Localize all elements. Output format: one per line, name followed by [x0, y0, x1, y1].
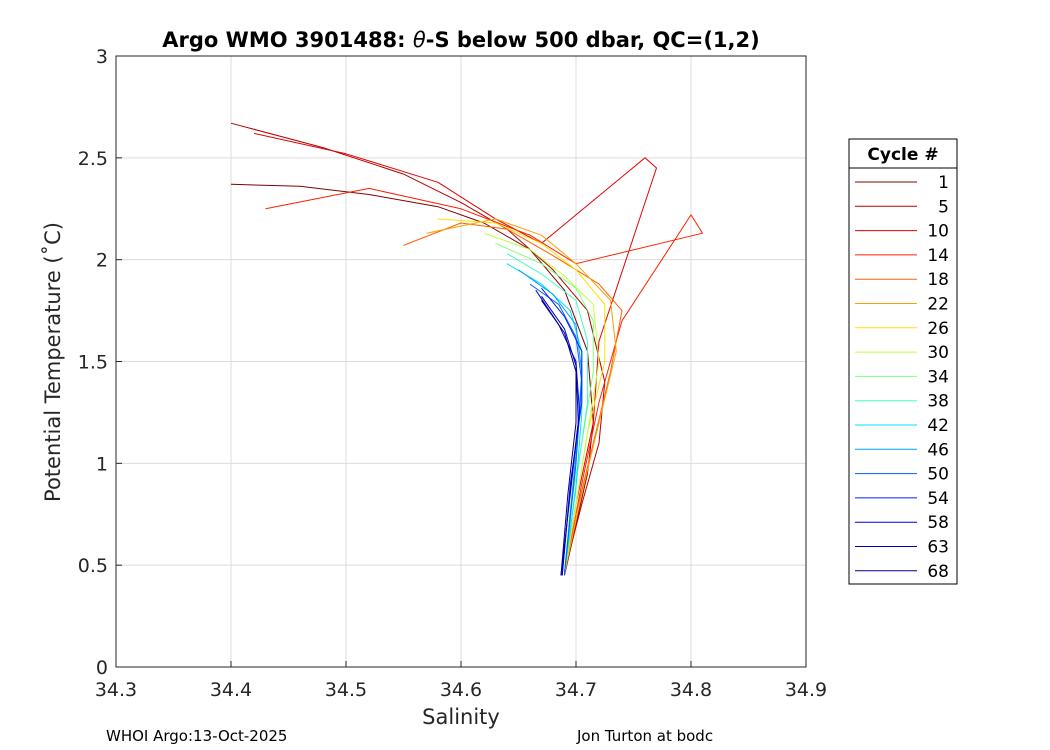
y-tick-label: 0.5 — [78, 555, 108, 577]
legend-label: 1 — [938, 173, 949, 193]
x-tick-label: 34.5 — [325, 679, 367, 701]
legend-label: 58 — [927, 513, 949, 533]
legend-label: 22 — [927, 295, 949, 315]
series-cycle-30 — [483, 232, 600, 574]
legend-label: 54 — [927, 489, 949, 509]
data-series — [230, 122, 703, 576]
legend-label: 30 — [927, 343, 949, 363]
y-tick-label: 0 — [96, 657, 108, 679]
y-tick-label: 2 — [96, 250, 108, 272]
x-tick-label: 34.7 — [555, 679, 597, 701]
chart-title: Argo WMO 3901488: θ-S below 500 dbar, QC… — [162, 28, 759, 52]
legend-label: 46 — [927, 440, 949, 460]
legend-label: 50 — [927, 465, 949, 485]
y-tick-label: 1.5 — [78, 352, 108, 374]
legend-label: 26 — [927, 319, 949, 339]
legend-title: Cycle # — [867, 145, 938, 165]
legend-label: 38 — [927, 392, 949, 412]
series-cycle-50 — [529, 283, 583, 574]
legend-label: 10 — [927, 222, 949, 242]
series-cycle-10 — [253, 132, 657, 572]
legend: Cycle # 1 5 10 14 18 22 26 30 34 38 42 46 50 54 58 63 68 — [848, 138, 958, 585]
y-tick-label: 3 — [96, 46, 108, 68]
legend-label: 14 — [927, 246, 949, 266]
series-cycle-22 — [426, 218, 617, 574]
legend-label: 42 — [927, 416, 949, 436]
legend-label: 18 — [927, 270, 949, 290]
y-axis-label: Potential Temperature (˚C) — [41, 222, 65, 502]
legend-label: 63 — [927, 538, 949, 558]
legend-label: 34 — [927, 367, 949, 387]
legend-label: 5 — [938, 197, 949, 217]
series-cycle-68 — [541, 300, 577, 576]
x-axis-label: Salinity — [422, 705, 500, 729]
axis-ticks: 34.3 34.4 34.5 34.6 34.7 34.8 34.9 0 0.5 1 1.5 2 2.5… — [78, 46, 827, 701]
x-tick-label: 34.8 — [670, 679, 712, 701]
y-tick-label: 1 — [96, 453, 108, 475]
legend-box — [848, 138, 958, 585]
series-cycle-14 — [265, 187, 703, 574]
series-cycle-18 — [403, 222, 623, 574]
legend-entries: 1 5 10 14 18 22 26 30 34 38 42 46 50 54 58 63 68 — [855, 173, 949, 582]
series-cycle-63 — [541, 296, 579, 576]
series-cycle-46 — [518, 269, 583, 574]
footer-left: WHOI Argo:13-Oct-2025 — [106, 727, 287, 745]
series-cycle-5 — [230, 122, 606, 572]
x-tick-label: 34.4 — [210, 679, 252, 701]
legend-label: 68 — [927, 562, 949, 582]
x-tick-label: 34.6 — [440, 679, 482, 701]
footer-right: Jon Turton at bodc — [576, 727, 713, 745]
x-tick-label: 34.3 — [95, 679, 137, 701]
series-cycle-1 — [230, 183, 594, 576]
y-tick-label: 2.5 — [78, 148, 108, 170]
x-tick-label: 34.9 — [785, 679, 827, 701]
